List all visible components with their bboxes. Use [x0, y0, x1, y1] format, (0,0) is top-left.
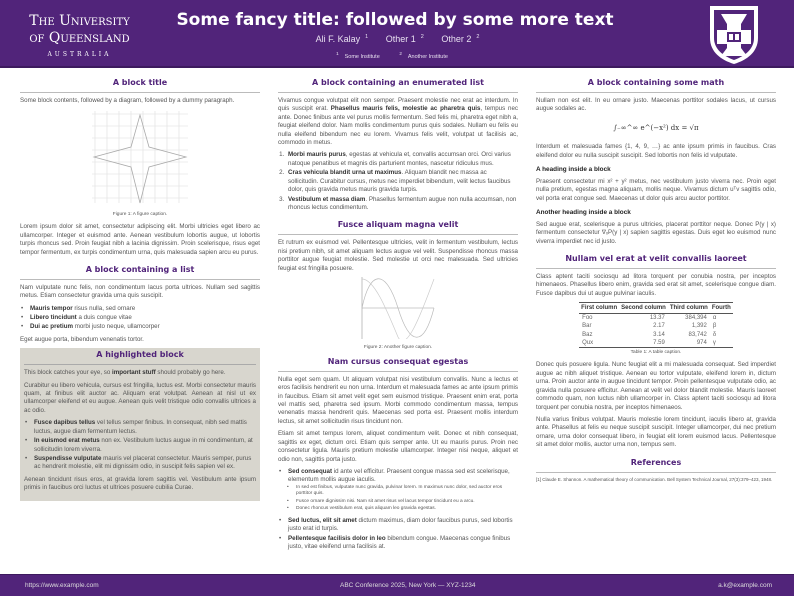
star-diagram: [92, 111, 188, 204]
poster-title: Some fancy title: followed by some more …: [176, 10, 614, 30]
list-item: Libero tincidunt a duis congue vitae: [21, 314, 260, 323]
bullet-list: Fusce dapibus tellus vel tellus semper f…: [25, 419, 256, 472]
list-item: Morbi mauris purus, egestas at vehicula …: [286, 151, 518, 168]
paragraph: Vivamus congue volutpat elit non semper.…: [278, 96, 518, 146]
figure-sine-plot: [278, 276, 518, 342]
sine-plot: [361, 276, 435, 342]
block-references: References [1] Claude E. Shannon. A math…: [536, 458, 776, 483]
list-item: Mauris tempor risus nulla, sed ornare: [21, 305, 260, 314]
block-title: Fusce aliquam magna velit: [278, 220, 518, 236]
list-item: Sed consequat id ante vel efficitur. Pra…: [279, 468, 518, 513]
logo-line: AUSTRALIA: [47, 51, 112, 58]
footer-conference: ABC Conference 2025, New York — XYZ-1234: [340, 582, 476, 589]
paragraph: Some block contents, followed by a diagr…: [20, 96, 235, 104]
block-title: Nullam vel erat at velit convallis laore…: [536, 254, 776, 269]
paragraph: Praesent consectetur mi x² + y² metus, n…: [536, 177, 776, 202]
list-item: Fusce dapibus tellus vel tellus semper f…: [25, 419, 256, 436]
paragraph: Sed augue erat, scelerisque a purus ultr…: [536, 220, 776, 245]
paragraph: Etiam sit amet tempus lorem, aliquet con…: [278, 430, 518, 463]
block-title: References: [536, 458, 776, 473]
block-enumerated-list: A block containing an enumerated list Vi…: [278, 78, 518, 212]
paragraph: This block catches your eye, so importan…: [24, 369, 226, 377]
column-header: Third column: [667, 302, 710, 315]
highlighted-block: A highlighted block This block catches y…: [20, 348, 260, 501]
block-a-block-title: A block title Some block contents, follo…: [20, 78, 260, 257]
university-crest-icon: [710, 6, 758, 64]
paragraph: Curabitur eu libero vehicula, cursus est…: [24, 381, 256, 414]
author: Ali F. Kalay 1: [315, 34, 369, 44]
table-caption: Table 1: A table caption.: [630, 349, 682, 355]
paragraph: Eget augue porta, bibendum venenatis tor…: [20, 335, 144, 343]
list-item: In euismod erat metus non ex. Vestibulum…: [25, 437, 256, 454]
institute: 2Another Institute: [399, 51, 448, 60]
block-title: A block containing an enumerated list: [278, 78, 518, 93]
column-right: A block containing some math Nullam non …: [536, 78, 776, 487]
list-item: Vestibulum et massa diam. Phasellus ferm…: [286, 196, 518, 213]
paragraph: Class aptent taciti sociosqu ad litora t…: [536, 272, 776, 297]
bullet-list: Sed consequat id ante vel efficitur. Pra…: [279, 468, 518, 552]
bullet-list: Mauris tempor risus nulla, sed ornare Li…: [21, 305, 260, 333]
figure-caption: Figure 2: Another figure caption.: [363, 345, 433, 351]
paragraph: Nam vulputate nunc felis, non condimentu…: [20, 283, 260, 300]
institute: 1Some Institute: [336, 51, 380, 60]
enumerated-list: Morbi mauris purus, egestas at vehicula …: [286, 151, 518, 212]
block-title: A block containing a list: [20, 265, 260, 280]
paragraph: Donec quis posuere ligula. Nunc feugiat …: [536, 361, 776, 411]
column-middle: A block containing an enumerated list Vi…: [278, 78, 518, 556]
logo-line: The University: [29, 13, 130, 29]
block-title: Nam cursus consequat egestas: [278, 357, 518, 372]
block-nam-cursus: Nam cursus consequat egestas Nulla eget …: [278, 357, 518, 552]
subheading: A heading inside a block: [536, 166, 611, 174]
logo-line: of Queensland: [29, 30, 130, 46]
poster-header: The University of Queensland AUSTRALIA S…: [0, 0, 794, 68]
block-nullam: Nullam vel erat at velit convallis laore…: [536, 254, 776, 450]
paragraph: Nulla varius finibus volutpat. Mauris mo…: [536, 415, 776, 449]
poster-footer: https://www.example.com ABC Conference 2…: [0, 574, 794, 596]
list-item: Suspendisse vulputate mauris vel placera…: [25, 455, 256, 472]
block-fusce: Fusce aliquam magna velit Et rutrum ex e…: [278, 220, 518, 352]
paragraph: Lorem ipsum dolor sit amet, consectetur …: [20, 223, 260, 256]
table-header-row: First column Second column Third column …: [579, 302, 733, 315]
table-row: Foo 13.37 384,394 α: [582, 315, 717, 322]
equation: ∫₋∞^∞ e^(−x²) dx = √π: [613, 123, 699, 132]
figure-star-diagram: [20, 109, 260, 208]
subheading: Another heading inside a block: [536, 209, 631, 217]
list-item: Pellentesque facilisis dolor in leo bibe…: [279, 535, 518, 552]
block-title: A block containing some math: [536, 78, 776, 93]
list-item: Sed luctus, elit sit amet dictum maximus…: [279, 517, 518, 534]
block-title: A block title: [20, 78, 260, 93]
data-table: First column Second column Third column …: [579, 302, 733, 348]
university-logo: The University of Queensland AUSTRALIA: [22, 13, 137, 59]
list-item: Dui ac pretium morbi justo neque, ullamc…: [21, 323, 260, 332]
block-title: A highlighted block: [24, 348, 256, 366]
block-math: A block containing some math Nullam non …: [536, 78, 776, 246]
column-header: Second column: [619, 302, 668, 315]
column-header: Fourth: [709, 302, 733, 315]
paragraph: Nullam non est elit. In eu ornare justo.…: [536, 96, 776, 113]
footer-url[interactable]: https://www.example.com: [25, 582, 99, 589]
list-item: In sed est finibus, vulputate nunc gravi…: [287, 485, 518, 498]
block-list: A block containing a list Nam vulputate …: [20, 265, 260, 344]
table-row: Qux 7.59 974 γ: [582, 339, 716, 346]
table-row: Baz 3.14 83,742 δ: [582, 331, 717, 338]
column-left: A block title Some block contents, follo…: [20, 78, 260, 501]
institute-list: 1Some Institute 2Another Institute: [140, 51, 650, 61]
column-header: First column: [579, 302, 620, 315]
paragraph: Interdum et malesuada fames {1, 4, 9, …}…: [536, 143, 776, 159]
figure-caption: Figure 1: A figure caption.: [112, 211, 168, 217]
list-item: Fusce ornare dignissim nisi. Nam sit ame…: [287, 499, 518, 506]
list-item: Cras vehicula blandit urna ut maximus. A…: [286, 169, 518, 194]
paragraph: Aenean tincidunt risus eros, at gravida …: [24, 475, 256, 492]
paragraph: Et rutrum ex euismod vel. Pellentesque u…: [278, 239, 518, 272]
nested-list: In sed est finibus, vulputate nunc gravi…: [287, 485, 518, 513]
table-row: Bar 2.17 1,392 β: [582, 323, 717, 330]
reference-item: [1] Claude E. Shannon. A mathematical th…: [536, 476, 773, 482]
footer-email[interactable]: a.k@example.com: [718, 582, 772, 589]
paragraph: Nulla eget sem quam. Ut aliquam volutpat…: [278, 375, 518, 425]
list-item: Donec rhoncus vestibulum erat, quis aliq…: [287, 506, 518, 513]
